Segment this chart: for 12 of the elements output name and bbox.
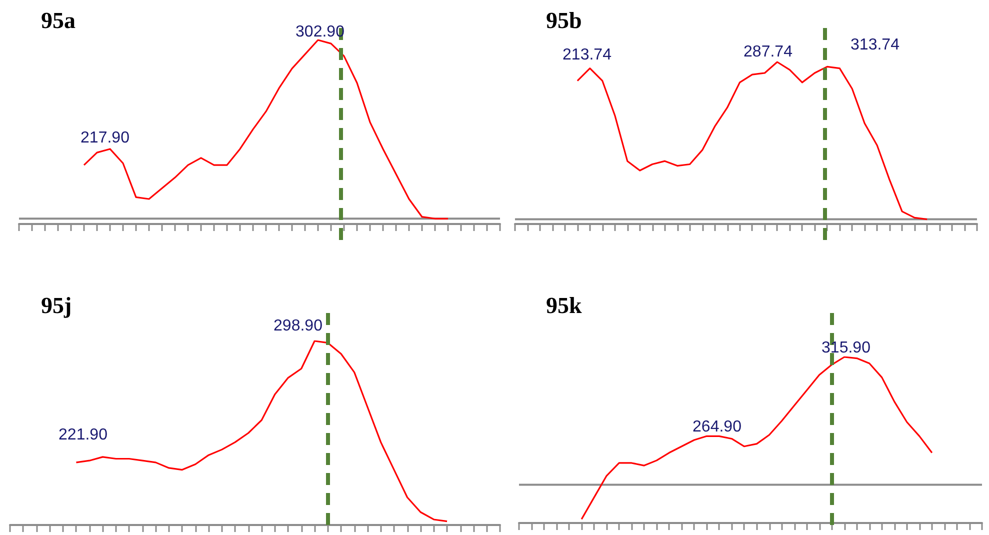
chart-title: 95a [41,8,76,33]
annotation: 221.90 [58,426,108,444]
text: 298.90 [274,318,323,334]
text: 313.74 [850,36,900,54]
text: 315.90 [822,340,871,356]
chart-title: 95b [546,8,582,33]
annotation: 213.74 [562,46,612,64]
chart-title: 95j [41,293,72,318]
text: 287.74 [744,44,793,60]
chart-title: 95k [546,293,582,318]
annotation: 264.90 [692,418,742,436]
annotation: 217.90 [80,130,130,146]
